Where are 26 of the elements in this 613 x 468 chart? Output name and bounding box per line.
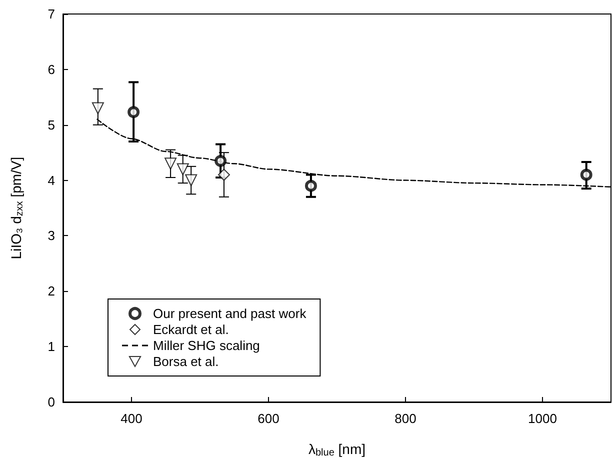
point xyxy=(218,168,230,181)
y-tick-label: 2 xyxy=(48,284,55,299)
point xyxy=(185,174,198,186)
legend-label: Miller SHG scaling xyxy=(153,338,260,353)
point xyxy=(214,154,227,167)
point xyxy=(304,180,317,192)
x-tick-label: 1000 xyxy=(528,411,557,426)
point xyxy=(164,158,177,170)
y-tick-label: 1 xyxy=(48,339,55,354)
y-tick-label: 4 xyxy=(48,172,55,188)
x-tick-label: 800 xyxy=(394,411,416,426)
legend-label: Our present and past work xyxy=(153,306,307,321)
x-tick-label: 400 xyxy=(120,411,142,426)
y-tick-label: 3 xyxy=(48,228,55,244)
point xyxy=(580,168,592,181)
y-tick-label: 5 xyxy=(48,117,55,132)
point xyxy=(176,163,189,176)
point xyxy=(92,102,104,114)
x-tick-label: 600 xyxy=(258,411,280,426)
legend-label: Borsa et al. xyxy=(153,354,219,369)
legend-label: Eckardt et al. xyxy=(153,322,229,337)
point xyxy=(128,106,140,118)
y-tick-label: 6 xyxy=(48,62,55,77)
y-tick-label: 0 xyxy=(48,394,55,410)
y-axis-title: LiIO₃ dzxx [pm/V] xyxy=(8,156,26,260)
y-tick-label: 7 xyxy=(48,6,55,22)
